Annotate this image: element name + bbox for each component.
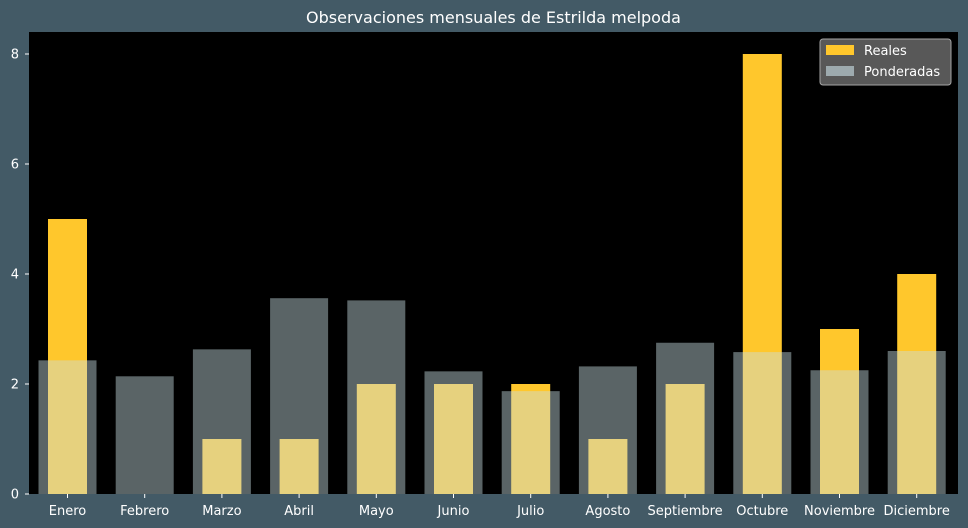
bar-reales-septiembre <box>665 384 705 494</box>
x-tick-label-mayo: Mayo <box>359 504 394 519</box>
bar-ponderadas-mayo <box>347 300 406 494</box>
x-tick-label-octubre: Octubre <box>736 504 788 519</box>
bar-ponderadas-agosto <box>578 366 637 494</box>
bar-reales-marzo <box>202 439 242 494</box>
y-tick-label-2: 2 <box>11 378 19 393</box>
y-tick-label-4: 4 <box>11 268 19 283</box>
legend-label-reales: Reales <box>864 44 907 59</box>
bar-ponderadas-diciembre <box>887 351 946 494</box>
y-tick-label-0: 0 <box>11 488 19 503</box>
x-tick-label-marzo: Marzo <box>202 504 241 519</box>
bar-ponderadas-enero <box>38 360 97 494</box>
chart-title: Observaciones mensuales de Estrilda melp… <box>306 8 681 27</box>
y-tick-label-8: 8 <box>11 48 19 63</box>
legend-swatch-ponderadas <box>826 66 854 76</box>
bar-reales-mayo <box>356 384 396 494</box>
x-tick-label-agosto: Agosto <box>585 504 630 519</box>
bar-ponderadas-marzo <box>192 349 251 494</box>
x-tick-label-septiembre: Septiembre <box>648 504 723 519</box>
x-tick-label-enero: Enero <box>49 504 87 519</box>
x-tick-label-junio: Junio <box>437 504 470 519</box>
bars <box>38 54 946 494</box>
x-tick-label-abril: Abril <box>284 504 314 519</box>
bar-reales-agosto <box>588 439 628 494</box>
bar-ponderadas-junio <box>424 371 483 494</box>
bar-ponderadas-noviembre <box>810 370 869 494</box>
x-tick-label-julio: Julio <box>516 504 544 519</box>
plot-area <box>29 32 958 494</box>
bar-reales-abril <box>279 439 319 494</box>
y-axis: 0 2 4 6 8 <box>11 48 29 503</box>
bar-reales-julio <box>511 384 551 494</box>
x-tick-label-noviembre: Noviembre <box>804 504 875 519</box>
bar-ponderadas-julio <box>501 391 560 494</box>
legend: Reales Ponderadas <box>819 38 952 86</box>
bar-reales-diciembre <box>897 274 937 494</box>
bar-ponderadas-septiembre <box>656 342 715 494</box>
x-tick-label-diciembre: Diciembre <box>884 504 950 519</box>
bar-reales-junio <box>434 384 473 494</box>
legend-label-ponderadas: Ponderadas <box>864 65 940 80</box>
bar-reales-octubre <box>742 54 782 494</box>
x-axis: Enero Febrero Marzo Abril Mayo Junio Julio Agos… <box>49 494 950 519</box>
bar-reales-enero <box>48 219 87 494</box>
y-tick-label-6: 6 <box>11 158 19 173</box>
bar-ponderadas-febrero <box>115 376 174 494</box>
x-tick-label-febrero: Febrero <box>120 504 169 519</box>
legend-swatch-reales <box>826 45 854 55</box>
bar-ponderadas-abril <box>270 298 329 494</box>
bar-ponderadas-octubre <box>733 352 792 494</box>
bar-reales-noviembre <box>820 329 859 494</box>
